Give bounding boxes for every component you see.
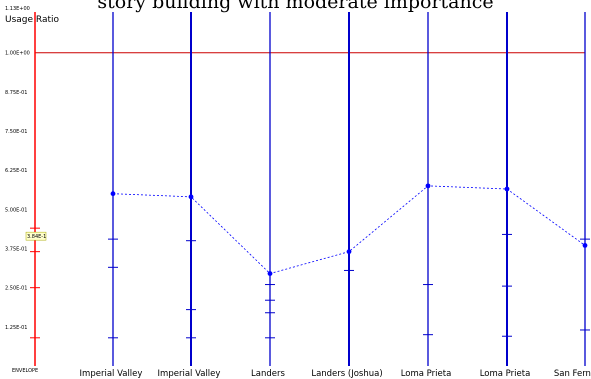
envelope-marker-label: 3.84E-1	[27, 234, 46, 240]
data-point	[267, 271, 273, 276]
x-tick-label: San Fernando	[554, 369, 591, 379]
envelope-label: ENVELOPE	[12, 368, 38, 374]
y-tick-label: 1.25E-01	[5, 325, 27, 331]
y-tick-label: 3.75E-01	[5, 247, 27, 253]
x-tick-label: Loma Prieta	[480, 369, 531, 379]
data-point	[188, 194, 194, 200]
y-tick-label: 2.50E-01	[5, 286, 27, 292]
y-tick-label: 6.25E-01	[5, 168, 27, 174]
x-tick-label: Landers (Joshua)	[311, 369, 382, 379]
x-tick-label: Landers	[251, 369, 285, 379]
x-tick-label: Imperial Valley	[158, 369, 221, 379]
y-axis-label: Usage Ratio	[5, 15, 60, 25]
y-tick-label: 1.00E+00	[5, 51, 30, 57]
data-point	[504, 186, 510, 192]
envelope-marker-box	[25, 231, 47, 241]
y-tick-label: 8.75E-01	[5, 90, 27, 96]
page-title: story building with moderate importance	[97, 0, 494, 13]
x-tick-label: Imperial Valley	[80, 369, 143, 379]
data-point	[425, 183, 431, 189]
y-tick-label: 5.00E-01	[5, 207, 27, 213]
data-point	[582, 242, 588, 248]
data-point	[346, 249, 352, 255]
data-point	[110, 191, 116, 197]
x-tick-label: Loma Prieta	[401, 369, 452, 379]
y-tick-label: 1.13E+00	[5, 6, 30, 12]
y-tick-label: 7.50E-01	[5, 129, 27, 135]
